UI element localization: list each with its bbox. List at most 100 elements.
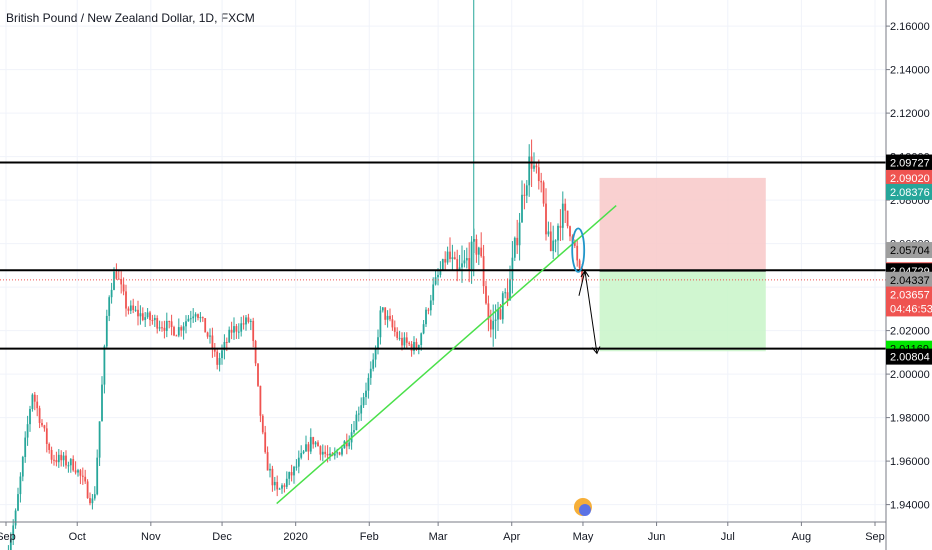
candle-body <box>355 414 358 431</box>
candle-body <box>569 226 571 237</box>
candle-body <box>345 441 348 447</box>
candle-body <box>245 317 247 325</box>
candle-body <box>38 408 41 423</box>
price-tag-label: 2.08376 <box>890 187 930 199</box>
candle-body <box>494 319 497 321</box>
candle-body <box>422 324 425 334</box>
y-tick-label: 2.14000 <box>890 65 930 77</box>
candle-body <box>319 446 322 455</box>
time-axis[interactable]: Sep Oct Nov Dec 2020 Feb Mar Apr May Jun Jul Aug Sep <box>0 521 886 543</box>
drawings[interactable] <box>0 161 886 505</box>
candle-body <box>237 331 240 333</box>
candle-body <box>415 342 418 350</box>
candle-body <box>129 305 132 311</box>
x-tick-label: Nov <box>141 531 161 543</box>
candle-body <box>197 314 199 318</box>
candle-body <box>240 323 243 332</box>
price-tag-label: 2.04337 <box>890 275 930 287</box>
price-tag <box>886 154 932 171</box>
candle-body <box>233 326 235 333</box>
trendline <box>276 204 617 505</box>
y-tick-label: 2.00000 <box>890 369 930 381</box>
candle-body <box>554 240 557 242</box>
candle-body <box>72 459 75 471</box>
candle-body <box>324 451 327 454</box>
candle-body <box>271 468 274 486</box>
candle-body <box>168 320 171 322</box>
candle-body <box>151 320 154 322</box>
candle-body <box>441 259 444 270</box>
candle-body <box>321 451 324 455</box>
price-tag-label: 2.09020 <box>890 173 930 185</box>
candle-body <box>199 317 202 319</box>
candle-body <box>175 335 178 337</box>
take-profit-zone <box>599 271 766 352</box>
candle-body <box>204 318 207 333</box>
candle-body <box>218 358 221 365</box>
candle-body <box>173 327 175 336</box>
candle-body <box>461 263 463 268</box>
candle-body <box>391 319 394 328</box>
candle-body <box>497 309 499 320</box>
candle-body <box>477 247 480 255</box>
candle-body <box>137 309 139 317</box>
candle-body <box>369 368 372 378</box>
chart-title: British Pound / New Zealand Dollar, 1D, … <box>6 11 255 25</box>
candle-body <box>434 277 437 285</box>
candle-body <box>559 225 562 228</box>
candle-body <box>427 309 430 311</box>
candle-body <box>21 456 24 477</box>
candle-body <box>487 303 490 320</box>
candle-body <box>341 448 343 455</box>
candle-body <box>549 231 552 252</box>
candle-body <box>19 476 22 495</box>
price-tag-label: 2.09727 <box>890 158 930 170</box>
candle-body <box>377 337 379 349</box>
candle-body <box>381 307 384 311</box>
candle-body <box>305 444 307 452</box>
candle-body <box>98 421 101 458</box>
candle-body <box>533 165 535 169</box>
candle-body <box>89 498 91 504</box>
candle-body <box>108 297 111 316</box>
candle-body <box>535 165 538 168</box>
candle-body <box>153 318 156 321</box>
candle-body <box>257 363 259 386</box>
candle-body <box>69 459 72 466</box>
candle-body <box>149 312 151 321</box>
candle-body <box>312 437 315 445</box>
candle-body <box>360 405 363 414</box>
candle-body <box>170 321 173 328</box>
candle-body <box>101 384 103 422</box>
candle-body <box>266 452 269 471</box>
candle-body <box>84 476 87 482</box>
candle-body <box>444 259 447 263</box>
candles <box>0 0 886 550</box>
candle-body <box>105 315 108 347</box>
candle-body <box>542 182 545 204</box>
candle-body <box>326 453 329 456</box>
position-zones[interactable] <box>599 177 766 352</box>
candle-body <box>192 316 195 319</box>
candle-body <box>33 394 36 402</box>
candle-body <box>144 317 147 320</box>
x-tick-label: May <box>573 531 594 543</box>
candle-body <box>501 293 504 320</box>
candle-body <box>45 428 48 444</box>
x-tick-label: Apr <box>503 531 520 543</box>
candle-body <box>475 239 478 255</box>
candle-body <box>65 455 67 466</box>
events-icon[interactable] <box>573 498 592 516</box>
candle-body <box>379 310 382 338</box>
candle-body <box>492 320 495 330</box>
projection-arrow <box>578 270 598 354</box>
candle-body <box>48 443 51 450</box>
candle-body <box>372 359 375 369</box>
candle-body <box>228 329 231 343</box>
candle-body <box>177 327 180 336</box>
price-tag <box>886 169 932 186</box>
candle-body <box>264 432 267 453</box>
candle-body <box>468 258 471 271</box>
candle-body <box>187 318 190 322</box>
